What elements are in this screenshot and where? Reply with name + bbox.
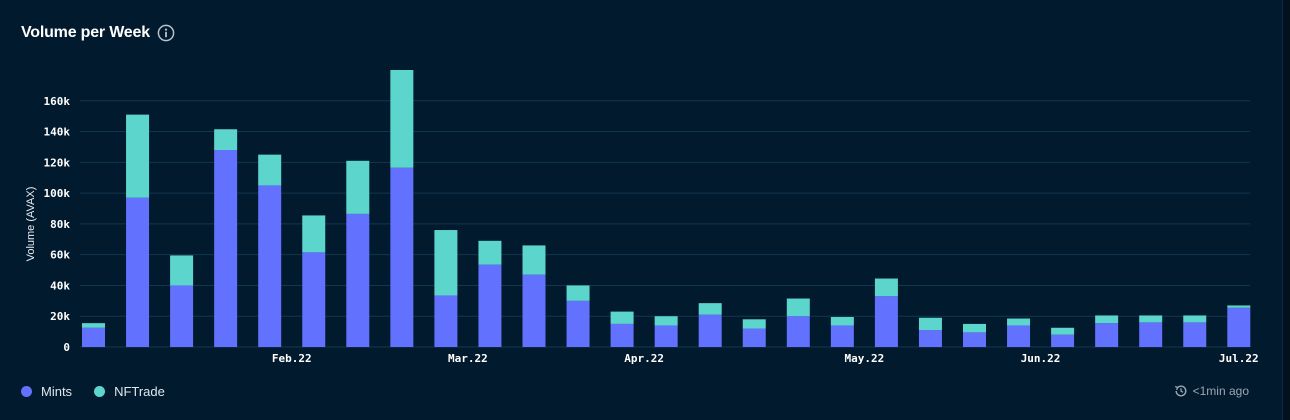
bar-nftrade: [1227, 305, 1251, 308]
clock-history-icon: [1174, 385, 1187, 397]
bar-mints: [346, 213, 370, 347]
x-tick-label: Mar.22: [448, 352, 488, 365]
bar-nftrade: [522, 245, 546, 275]
grid-lines: [80, 100, 1250, 348]
legend-swatch-mints: [21, 386, 32, 397]
bar-nftrade: [830, 316, 854, 326]
bar-nftrade: [126, 114, 150, 198]
bar-nftrade: [214, 129, 238, 151]
legend-label-mints: Mints: [41, 384, 73, 399]
bar-mints: [1051, 334, 1075, 347]
bar-nftrade: [390, 70, 414, 168]
x-axis-ticks: Feb.22 Mar.22 Apr.22 May.22 Jun.22 Jul.22: [272, 352, 1259, 365]
bar-nftrade: [698, 303, 722, 315]
legend-item-mints[interactable]: Mints: [21, 384, 72, 399]
last-updated: <1min ago: [1174, 384, 1249, 398]
bar-mints: [390, 167, 414, 347]
bar-nftrade: [566, 285, 590, 301]
bar-nftrade: [1095, 315, 1119, 324]
chart-header: Volume per Week: [21, 24, 175, 42]
bar-nftrade: [918, 317, 942, 331]
x-tick-label: Jun.22: [1021, 352, 1061, 365]
y-tick-label: 140k: [44, 126, 71, 139]
legend-swatch-nftrade: [94, 386, 106, 397]
y-axis-label: Volume (AVAX): [25, 187, 37, 262]
bar-mints: [1183, 322, 1207, 347]
y-tick-label: 40k: [50, 279, 70, 292]
x-tick-label: Apr.22: [624, 352, 664, 365]
legend-label-nftrade: NFTrade: [114, 384, 165, 399]
bar-mints: [478, 264, 502, 347]
legend-item-nftrade[interactable]: NFTrade: [94, 384, 165, 399]
bar-mints: [698, 314, 722, 347]
bar-mints: [214, 150, 238, 347]
bar-mints: [963, 332, 986, 347]
bar-nftrade: [170, 255, 194, 286]
bar-nftrade: [434, 230, 458, 296]
bar-mints: [654, 325, 678, 347]
bar-mints: [434, 295, 458, 347]
bar-mints: [786, 316, 810, 347]
bar-nftrade: [478, 240, 502, 265]
chart-title: Volume per Week: [21, 24, 150, 41]
bar-mints: [82, 327, 105, 347]
bar-nftrade: [786, 298, 810, 317]
bar-mints: [170, 285, 194, 347]
bar-nftrade: [1183, 315, 1207, 323]
bar-nftrade: [742, 319, 766, 329]
bar-mints: [522, 274, 546, 347]
bar-mints: [1007, 325, 1031, 347]
bar-mints: [1095, 323, 1119, 347]
bar-mints: [1139, 322, 1163, 347]
bar-mints: [302, 252, 326, 347]
info-icon[interactable]: [157, 24, 175, 42]
bar-mints: [610, 323, 634, 347]
bar-nftrade: [654, 316, 678, 326]
bar-nftrade: [258, 154, 282, 186]
bar-mints: [1227, 307, 1251, 347]
y-axis-ticks: 0 20k 40k 60k 80k 100k 120k 140k 160k: [44, 95, 71, 354]
y-tick-label: 0: [63, 341, 70, 354]
bar-mints: [874, 296, 898, 347]
chart-legend: Mints NFTrade: [21, 384, 165, 399]
bar-nftrade: [82, 323, 105, 328]
x-tick-label: May.22: [845, 352, 885, 365]
y-tick-label: 160k: [44, 95, 71, 108]
bar-mints: [830, 325, 854, 347]
x-tick-label: Jul.22: [1219, 352, 1259, 365]
bar-nftrade: [610, 311, 634, 324]
y-tick-label: 20k: [50, 310, 70, 323]
bar-nftrade: [302, 215, 326, 253]
last-updated-text: <1min ago: [1192, 384, 1249, 398]
y-tick-label: 120k: [44, 156, 71, 169]
y-tick-label: 60k: [50, 249, 70, 262]
x-tick-label: Feb.22: [272, 352, 312, 365]
bar-mints: [566, 300, 590, 347]
bar-mints: [258, 185, 282, 347]
bar-nftrade: [963, 323, 986, 333]
bar-nftrade: [1139, 315, 1163, 323]
bar-mints: [126, 197, 150, 347]
bar-nftrade: [874, 278, 898, 297]
volume-chart: 0 20k 40k 60k 80k 100k 120k 140k 160k Feb.22 Mar.…: [25, 70, 1259, 365]
y-tick-label: 100k: [44, 187, 71, 200]
bar-nftrade: [1051, 327, 1075, 335]
bar-mints: [918, 330, 942, 347]
bar-nftrade: [346, 160, 370, 214]
bar-mints: [742, 328, 766, 347]
y-tick-label: 80k: [50, 218, 70, 231]
bar-nftrade: [1007, 318, 1031, 326]
bars: [82, 70, 1251, 347]
